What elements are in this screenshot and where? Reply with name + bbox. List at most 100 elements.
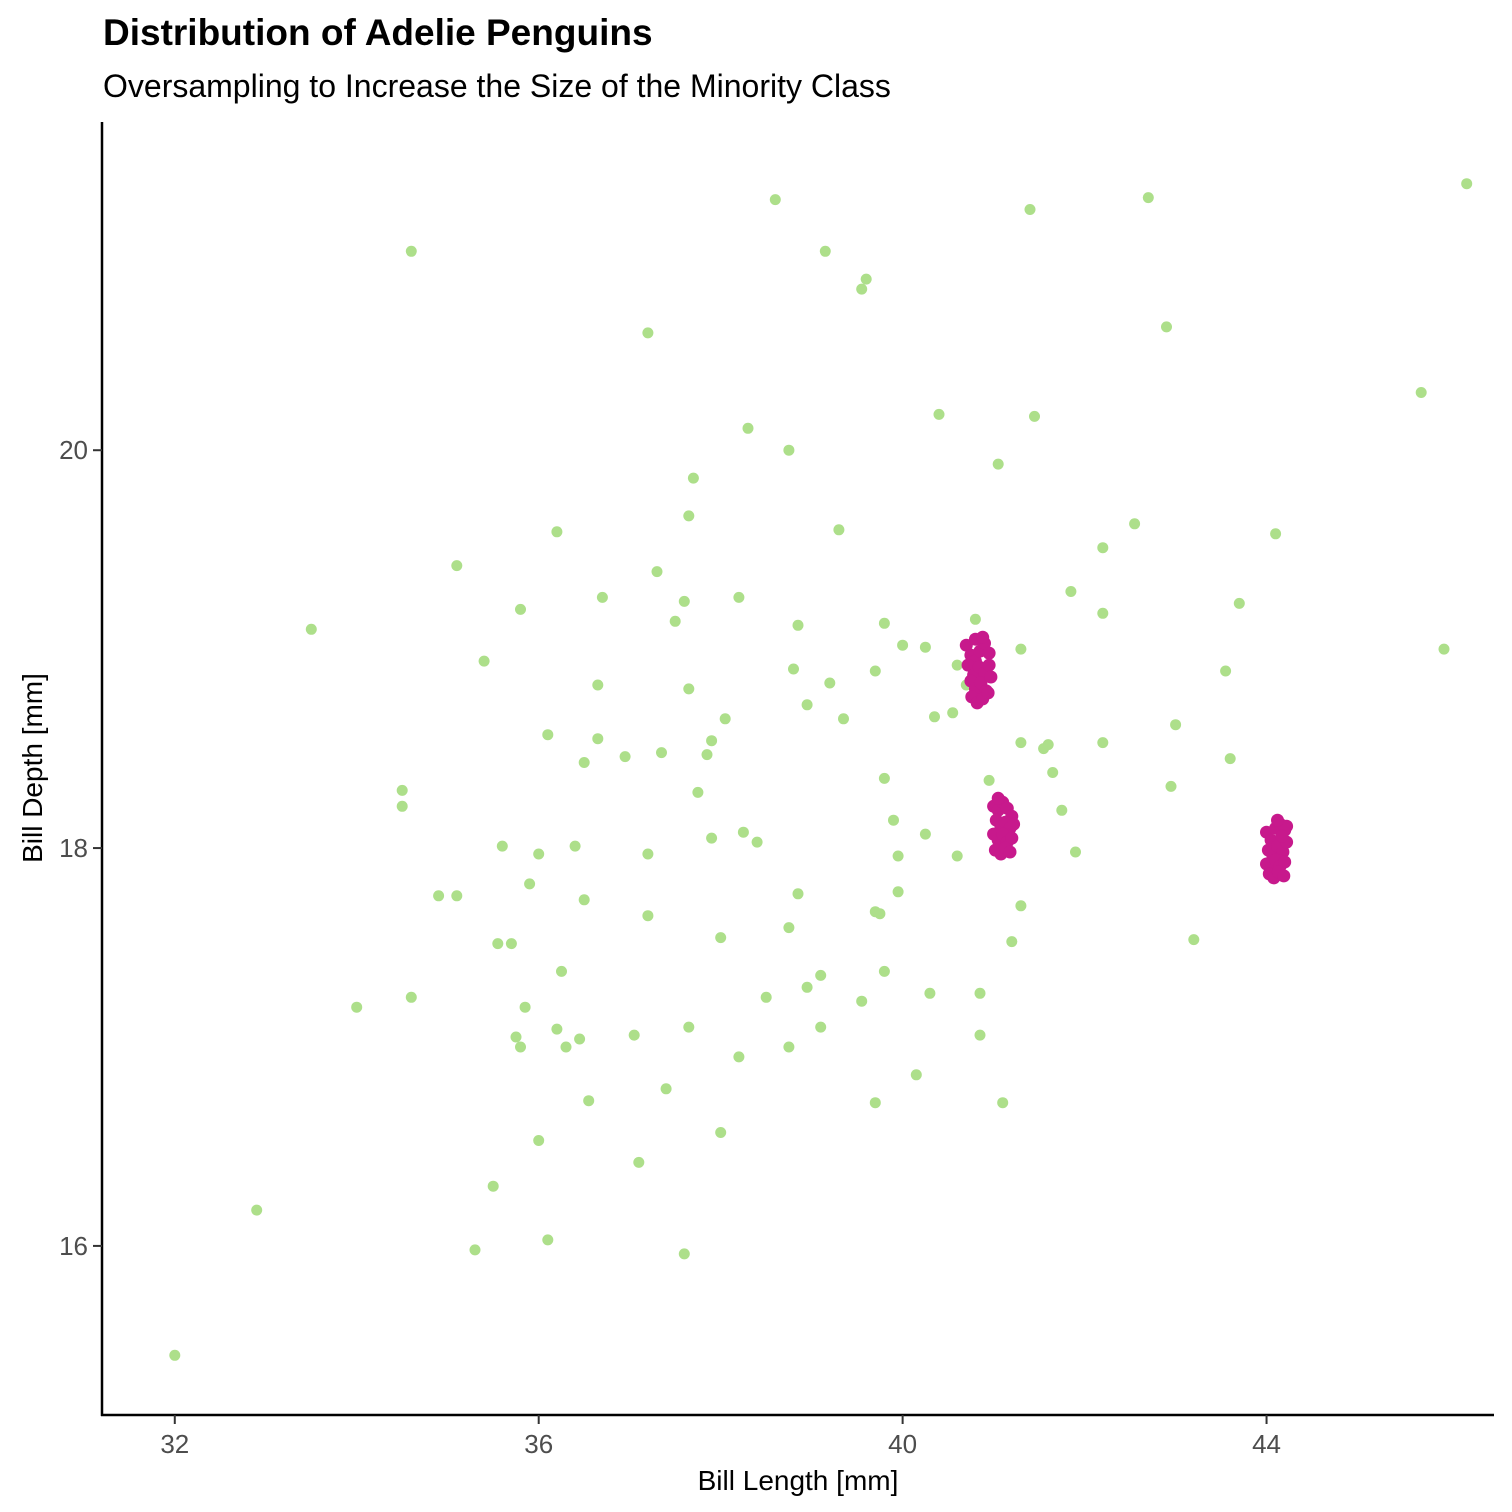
data-point-0-47 (669, 615, 681, 627)
data-point-0-119 (1042, 739, 1054, 751)
data-point-0-126 (1097, 542, 1109, 554)
data-point-0-139 (1461, 178, 1473, 190)
data-point-0-49 (678, 1248, 690, 1260)
data-point-0-129 (1161, 321, 1172, 333)
data-point-0-113 (1015, 900, 1027, 912)
data-point-0-59 (715, 1127, 727, 1138)
data-point-0-53 (687, 472, 699, 484)
data-point-0-51 (683, 1021, 695, 1033)
data-point-0-8 (433, 890, 445, 902)
data-point-1-6 (961, 658, 975, 672)
data-point-0-132 (1188, 934, 1200, 946)
data-point-0-76 (815, 1021, 827, 1033)
data-point-0-28 (556, 965, 567, 977)
data-point-0-101 (933, 408, 945, 420)
data-point-0-123 (1070, 846, 1081, 858)
data-point-0-107 (974, 1029, 986, 1041)
data-point-0-90 (878, 772, 890, 784)
data-point-0-43 (642, 327, 654, 339)
data-point-0-41 (642, 848, 654, 860)
data-point-0-29 (560, 1041, 572, 1053)
data-point-0-14 (492, 938, 504, 950)
data-point-0-44 (651, 566, 663, 578)
chart-title: Distribution of Adelie Penguins (103, 12, 653, 53)
data-point-0-12 (478, 655, 490, 667)
data-point-0-138 (1438, 643, 1450, 655)
data-point-0-72 (792, 888, 804, 900)
x-tick-label-40: 40 (888, 1429, 917, 1459)
data-point-0-135 (1233, 597, 1245, 609)
data-point-0-46 (660, 1083, 672, 1095)
data-point-0-26 (551, 1023, 563, 1035)
data-point-0-130 (1165, 780, 1177, 792)
data-point-0-60 (719, 713, 731, 725)
y-tick-label-16: 16 (59, 1231, 88, 1261)
data-point-1-35 (1005, 831, 1019, 845)
data-point-0-69 (783, 444, 795, 456)
data-point-0-78 (819, 245, 831, 257)
data-point-0-68 (783, 922, 795, 934)
data-point-1-10 (982, 658, 996, 672)
data-point-0-128 (1142, 192, 1154, 204)
data-point-1-39 (1003, 845, 1017, 859)
data-point-0-134 (1224, 753, 1236, 765)
data-point-0-81 (838, 713, 849, 725)
data-point-0-114 (1015, 643, 1027, 655)
data-point-0-32 (578, 757, 590, 768)
data-point-0-115 (1015, 737, 1027, 749)
y-tick-label-20: 20 (59, 435, 88, 465)
data-point-0-77 (815, 969, 827, 981)
data-point-0-121 (1056, 804, 1068, 816)
data-point-0-13 (487, 1180, 499, 1192)
data-point-0-112 (1006, 936, 1018, 948)
data-point-0-131 (1170, 719, 1182, 731)
data-point-1-15 (984, 670, 998, 684)
data-point-0-92 (888, 814, 899, 826)
data-point-0-19 (515, 603, 526, 615)
data-point-0-89 (878, 965, 890, 977)
data-point-0-108 (974, 987, 986, 999)
data-point-0-48 (678, 595, 690, 607)
data-point-0-30 (569, 840, 581, 852)
data-point-0-127 (1129, 518, 1141, 530)
data-point-0-33 (578, 894, 590, 906)
data-point-0-71 (788, 663, 799, 675)
data-point-0-62 (733, 591, 745, 603)
data-point-1-56 (1278, 855, 1292, 869)
data-point-0-122 (1065, 586, 1077, 597)
data-point-0-11 (469, 1244, 481, 1256)
y-ticks: 16 18 20 (59, 435, 102, 1261)
data-point-0-36 (592, 679, 604, 691)
x-axis-title: Bill Length [mm] (698, 1465, 899, 1496)
data-point-0-45 (656, 747, 667, 759)
data-point-0-86 (869, 1097, 881, 1109)
data-point-0-9 (451, 890, 463, 902)
data-point-1-21 (976, 630, 990, 644)
data-point-0-98 (919, 641, 931, 653)
data-point-0-1 (251, 1204, 263, 1216)
data-point-0-109 (983, 774, 995, 786)
data-point-0-63 (737, 826, 749, 838)
data-point-0-87 (869, 665, 881, 677)
data-point-0-50 (683, 683, 695, 695)
data-point-0-73 (792, 619, 804, 631)
data-point-0-39 (628, 1029, 640, 1041)
data-point-0-94 (892, 850, 904, 862)
data-point-0-110 (992, 458, 1004, 470)
data-point-0-80 (833, 524, 845, 536)
data-point-0-91 (878, 617, 890, 629)
data-point-0-95 (897, 639, 909, 651)
data-point-1-62 (1271, 813, 1284, 827)
data-point-0-22 (533, 1135, 545, 1146)
data-point-0-84 (860, 273, 872, 285)
data-point-0-3 (351, 1001, 363, 1013)
y-axis-title: Bill Depth [mm] (17, 673, 48, 863)
x-tick-label-44: 44 (1252, 1429, 1281, 1459)
data-point-0-66 (760, 991, 772, 1003)
chart-subtitle: Oversampling to Increase the Size of the… (103, 68, 891, 104)
data-point-0-120 (1047, 767, 1059, 778)
data-point-0-38 (619, 751, 631, 763)
data-point-0-106 (969, 613, 981, 625)
x-tick-label-36: 36 (524, 1429, 553, 1459)
data-point-0-96 (910, 1069, 922, 1081)
